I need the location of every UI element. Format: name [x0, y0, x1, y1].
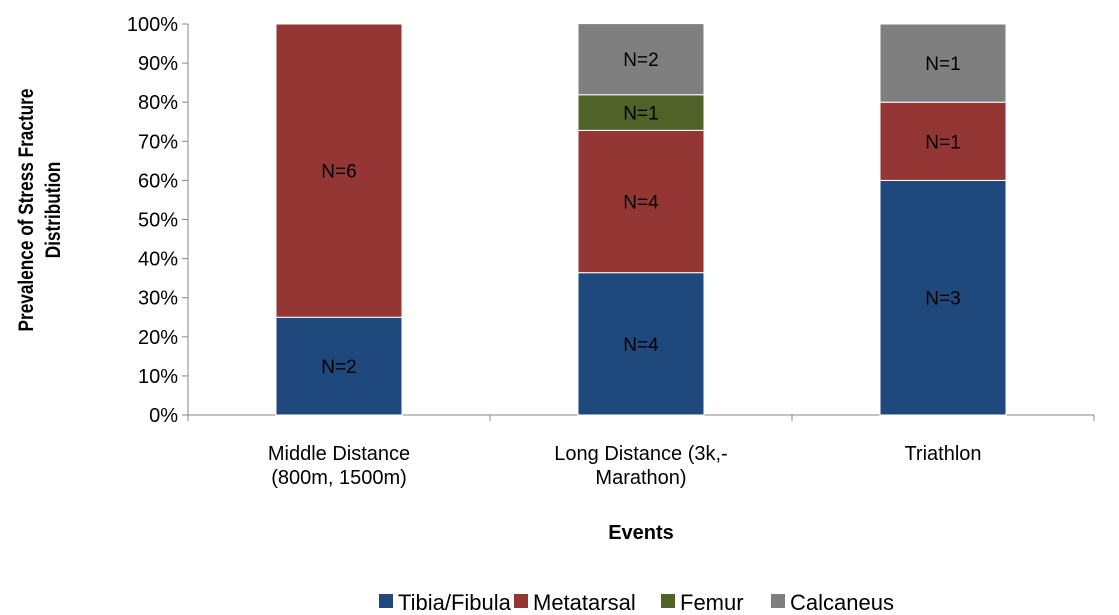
y-tick-label: 80%: [138, 92, 178, 114]
y-tick-label: 70%: [138, 131, 178, 153]
y-axis-title-line: Prevalence of Stress Fracture: [16, 88, 39, 331]
bar-segment-femur: [577, 94, 705, 131]
legend-label: Tibia/Fibula: [398, 590, 512, 615]
x-category-label: Long Distance (3k,-: [554, 443, 727, 465]
legend-label: Femur: [680, 590, 744, 615]
bar-data-label: N=6: [321, 162, 356, 183]
bar-segment-metatarsal: [577, 129, 705, 274]
legend-label: Metatarsal: [533, 590, 636, 615]
x-category-label: Marathon): [595, 467, 686, 489]
bars: N=2 N=6 N=4 N=4 N=1 N=2 N=3 N=1 N=1: [275, 23, 1007, 416]
x-axis-title-text: Events: [608, 522, 674, 544]
y-axis: 0% 10% 20% 30% 40% 50% 60% 70% 80% 90% 100%: [127, 14, 189, 427]
y-tick-label: 50%: [138, 210, 178, 232]
y-tick-label: 40%: [138, 249, 178, 271]
bar-data-label: N=1: [623, 104, 658, 125]
bar-segment-calcaneus: [879, 23, 1007, 103]
bar-data-label: N=4: [623, 335, 659, 356]
legend-label: Calcaneus: [790, 590, 894, 615]
y-tick-label: 30%: [138, 288, 178, 310]
legend-swatch: [771, 594, 785, 608]
bar-segment-calcaneus: [577, 23, 705, 96]
bar-data-label: N=4: [623, 193, 659, 214]
x-axis: Middle Distance(800m, 1500m) Long Distanc…: [187, 414, 1095, 489]
bar-data-label: N=1: [925, 54, 960, 75]
y-axis-title-line: Distribution: [43, 162, 66, 259]
y-tick-label: 60%: [138, 170, 178, 192]
y-tick-label: 100%: [127, 14, 178, 36]
y-tick-label: 0%: [149, 405, 178, 427]
y-tick-label: 10%: [138, 366, 178, 388]
bar-segment-tibia-fibula: [275, 316, 403, 416]
legend-swatch: [379, 594, 393, 608]
x-category-label: Middle Distance: [268, 443, 410, 465]
bar-data-label: N=2: [321, 357, 356, 378]
y-axis-title: Prevalence of Stress Fracture Distributio…: [16, 88, 66, 331]
bar-segment-tibia-fibula: [577, 272, 705, 416]
bar-segment-metatarsal: [275, 23, 403, 318]
bar-data-label: N=2: [623, 50, 658, 71]
bar-data-label: N=1: [925, 132, 960, 153]
x-category-label: (800m, 1500m): [271, 467, 407, 489]
y-tick-label: 90%: [138, 53, 178, 75]
x-category-label: Triathlon: [904, 443, 981, 465]
legend: Tibia/Fibula Metatarsal Femur Calcaneus: [379, 590, 894, 615]
bar-segment-metatarsal: [879, 101, 1007, 181]
bar-data-label: N=3: [925, 289, 960, 310]
x-axis-title: Events: [608, 522, 674, 544]
legend-swatch: [661, 594, 675, 608]
legend-swatch: [514, 594, 528, 608]
y-tick-label: 20%: [138, 327, 178, 349]
